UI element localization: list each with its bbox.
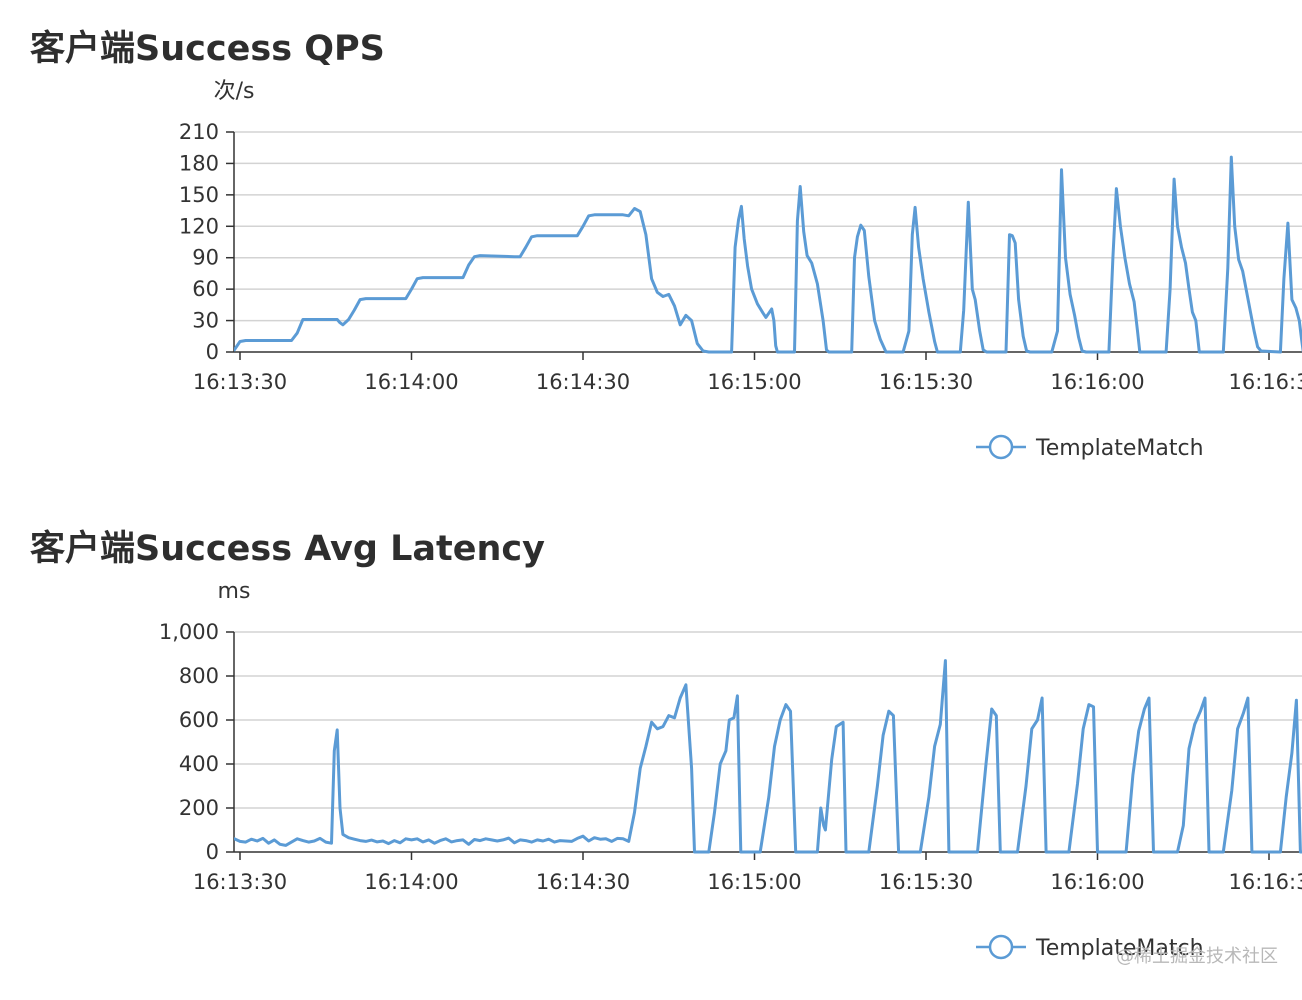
qps-x-tick-label: 16:14:30 <box>536 370 630 394</box>
latency-x-tick-label: 16:15:00 <box>707 870 801 894</box>
qps-y-tick-label: 210 <box>179 120 219 144</box>
latency-y-tick-label: 1,000 <box>159 620 219 644</box>
qps-y-tick-label: 120 <box>179 214 219 238</box>
latency-x-tick-label: 16:15:30 <box>879 870 973 894</box>
latency-chart: ms 0 200 400 600 800 1,000 16:13:30 16:14:00 16:1… <box>159 579 1302 961</box>
qps-legend-marker <box>988 434 1014 460</box>
latency-chart-title: 客户端Success Avg Latency <box>30 529 545 569</box>
latency-x-tick-label: 16:14:30 <box>536 870 630 894</box>
latency-y-unit-label: ms <box>218 579 251 604</box>
qps-x-tick-label: 16:16:3 <box>1229 370 1302 394</box>
qps-chart-panel: 客户端Success QPS 次/s 0 30 60 90 120 150 180 210 16:… <box>30 29 1302 461</box>
latency-series-line <box>234 659 1302 854</box>
qps-chart-title: 客户端Success QPS <box>30 29 385 69</box>
latency-x-tick-label: 16:16:3 <box>1229 870 1302 894</box>
qps-x-tick-label: 16:15:30 <box>879 370 973 394</box>
latency-y-tick-label: 600 <box>179 708 219 732</box>
qps-y-tick-label: 0 <box>206 340 219 364</box>
latency-chart-panel: 客户端Success Avg Latency ms 0 200 400 600 800 1,… <box>0 500 1302 1000</box>
qps-y-tick-label: 150 <box>179 183 219 207</box>
qps-y-tick-label: 60 <box>192 277 219 301</box>
latency-y-tick-label: 800 <box>179 664 219 688</box>
qps-y-tick-label: 180 <box>179 151 219 175</box>
latency-x-tick-label: 16:14:00 <box>364 870 458 894</box>
latency-y-tick-label: 200 <box>179 796 219 820</box>
qps-legend-label: TemplateMatch <box>1035 436 1204 461</box>
qps-y-tick-label: 30 <box>192 309 219 333</box>
qps-series-line <box>234 155 1302 354</box>
qps-x-tick-label: 16:15:00 <box>707 370 801 394</box>
latency-legend-label: TemplateMatch <box>1035 936 1204 961</box>
latency-x-tick-label: 16:16:00 <box>1050 870 1144 894</box>
qps-y-unit-label: 次/s <box>214 79 255 104</box>
qps-y-tick-label: 90 <box>192 246 219 270</box>
qps-x-tick-label: 16:14:00 <box>364 370 458 394</box>
qps-x-tick-label: 16:13:30 <box>193 370 287 394</box>
qps-x-tick-label: 16:16:00 <box>1050 370 1144 394</box>
latency-x-tick-label: 16:13:30 <box>193 870 287 894</box>
qps-chart: 次/s 0 30 60 90 120 150 180 210 16:13:30 16:14:00 16… <box>179 79 1302 461</box>
latency-y-tick-label: 0 <box>206 840 219 864</box>
latency-y-tick-label: 400 <box>179 752 219 776</box>
latency-legend-marker <box>988 934 1014 960</box>
